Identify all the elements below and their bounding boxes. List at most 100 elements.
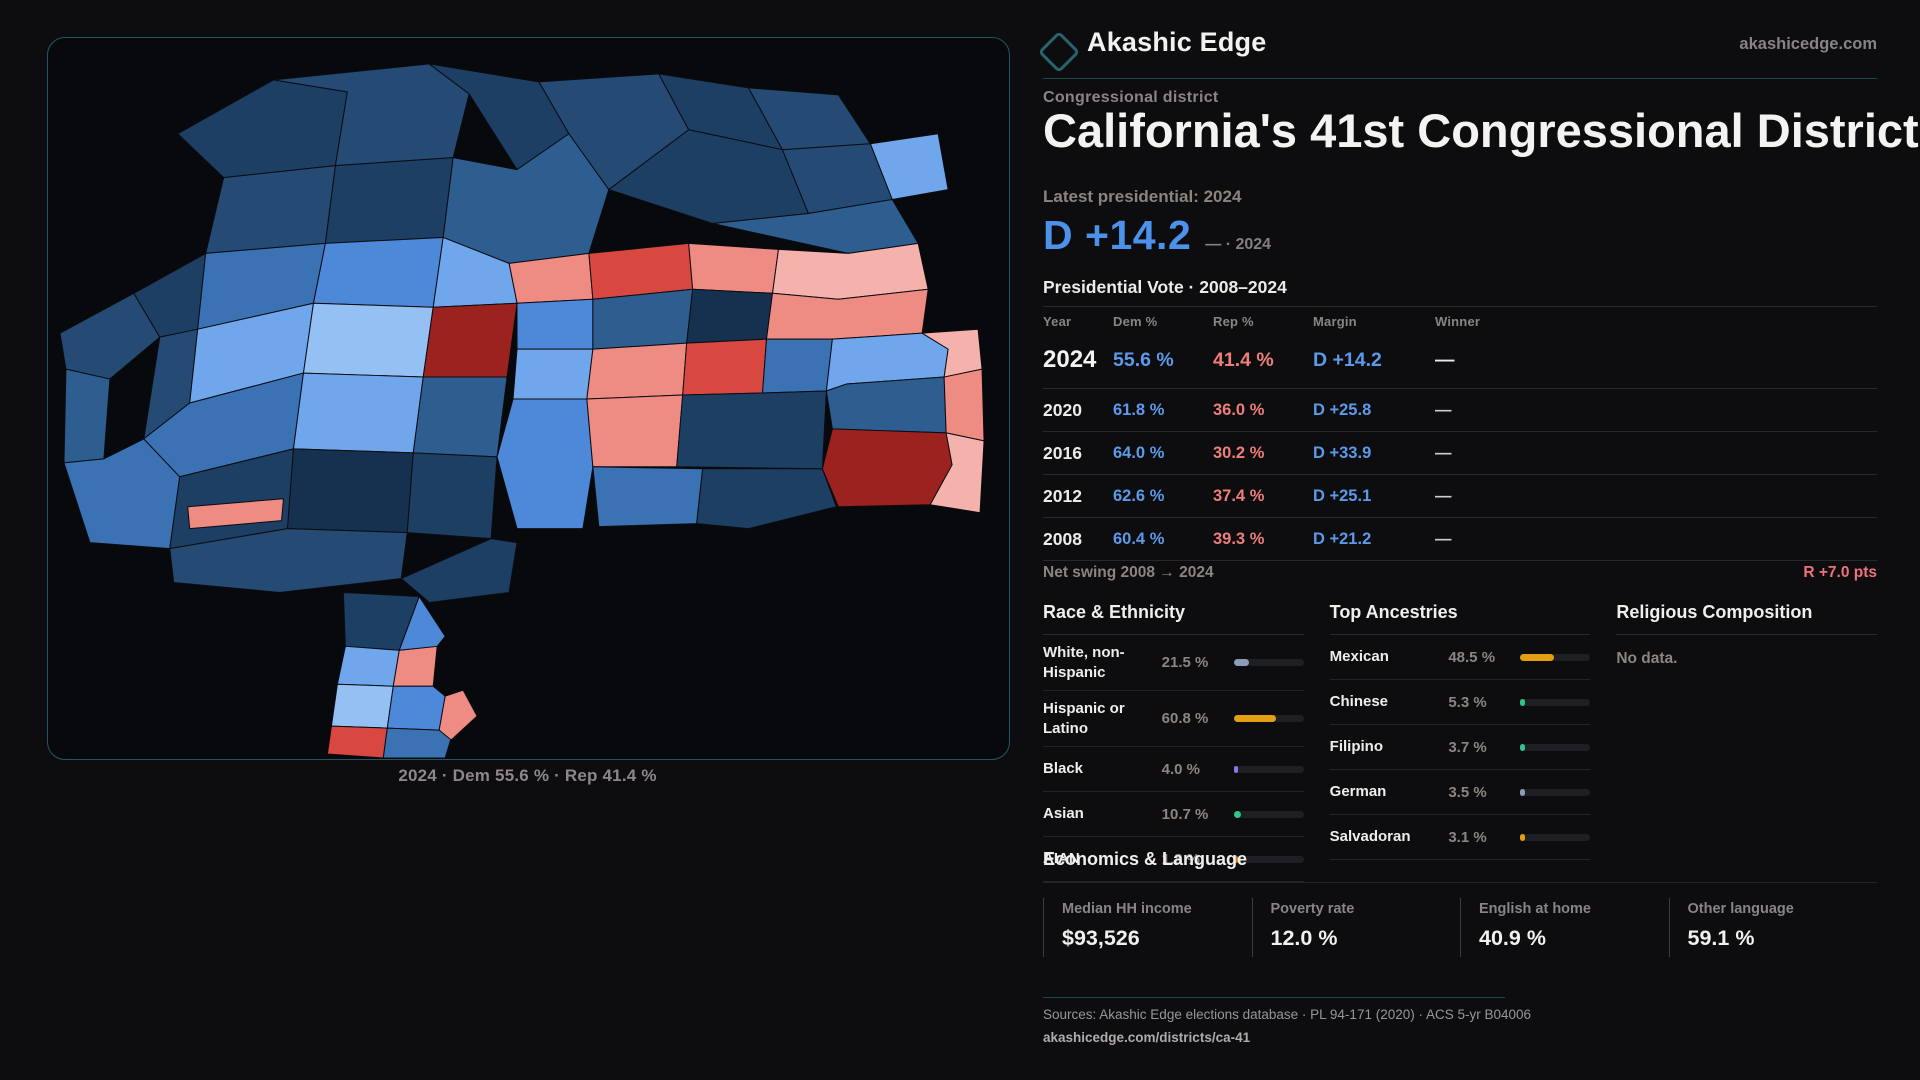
brand-domain-link[interactable]: akashicedge.com bbox=[1739, 35, 1877, 53]
vote-table-divider bbox=[1043, 306, 1877, 307]
map-precinct-cell[interactable] bbox=[187, 498, 285, 530]
map-precinct-cell[interactable] bbox=[63, 368, 111, 464]
map-precinct-cell[interactable] bbox=[762, 338, 833, 394]
map-precinct-cell[interactable] bbox=[406, 452, 498, 540]
map-precinct-cell[interactable] bbox=[943, 368, 985, 442]
stat-bar-fill bbox=[1233, 855, 1238, 863]
vote-cell-margin: D +25.1 bbox=[1313, 486, 1372, 505]
stat-bar-fill bbox=[1520, 698, 1525, 706]
stat-row: Mexican 48.5 % bbox=[1329, 635, 1591, 680]
map-precinct-cell[interactable] bbox=[592, 466, 704, 528]
religion-empty-text: No data. bbox=[1616, 650, 1678, 667]
map-precinct-cell[interactable] bbox=[292, 372, 424, 454]
stat-bar-fill bbox=[1520, 833, 1525, 841]
map-precinct-cell[interactable] bbox=[821, 428, 953, 508]
map-precinct-cell[interactable] bbox=[382, 727, 452, 759]
map-precinct-cell[interactable] bbox=[496, 398, 594, 530]
race-section: Race & Ethnicity White, non-Hispanic 21.5… bbox=[1043, 602, 1304, 882]
map-precinct-cell[interactable] bbox=[392, 645, 438, 687]
map-precinct-cell[interactable] bbox=[324, 157, 454, 244]
stat-row: Hispanic or Latino 60.8 % bbox=[1043, 691, 1304, 747]
map-precinct-cell[interactable] bbox=[676, 390, 827, 470]
vote-cell-year: 2024 bbox=[1043, 346, 1097, 373]
map-precinct-cell[interactable] bbox=[330, 683, 394, 729]
demographics-sections: Race & Ethnicity White, non-Hispanic 21.5… bbox=[1043, 602, 1877, 882]
economics-card: English at home 40.9 % bbox=[1460, 898, 1669, 957]
map-precinct-cell[interactable] bbox=[512, 348, 594, 400]
col-rep: Rep % bbox=[1213, 314, 1254, 329]
map-precinct-cell[interactable] bbox=[412, 376, 508, 458]
stat-label: Hispanic or Latino bbox=[1043, 700, 1125, 737]
footer-link[interactable]: akashicedge.com/districts/ca-41 bbox=[1043, 1030, 1251, 1045]
race-rows: White, non-Hispanic 21.5 % Hispanic or Lat… bbox=[1043, 635, 1304, 882]
stat-label: Filipino bbox=[1329, 738, 1383, 756]
latest-label: Latest presidential: 2024 bbox=[1043, 187, 1242, 206]
net-swing-label: Net swing 2008 → 2024 bbox=[1043, 564, 1214, 581]
map-precinct-cell[interactable] bbox=[586, 342, 688, 400]
stat-bar bbox=[1520, 788, 1591, 796]
col-margin: Margin bbox=[1313, 314, 1357, 329]
vote-row-2012: 2012 62.6 % 37.4 % D +25.1 — bbox=[1043, 474, 1877, 517]
vote-cell-year: 2016 bbox=[1043, 442, 1082, 463]
stat-bar-fill bbox=[1233, 765, 1238, 773]
vote-cell-year: 2012 bbox=[1043, 485, 1082, 506]
map-precinct-cell[interactable] bbox=[386, 685, 446, 731]
vote-table-header: Year Dem % Rep % Margin Winner bbox=[1043, 314, 1877, 329]
stat-row: Black 4.0 % bbox=[1043, 747, 1304, 792]
stat-value: 10.7 % bbox=[1161, 805, 1209, 823]
map-precinct-cell[interactable] bbox=[398, 595, 446, 651]
vote-row-2016: 2016 64.0 % 30.2 % D +33.9 — bbox=[1043, 431, 1877, 474]
net-swing-row: Net swing 2008 → 2024 R +7.0 pts bbox=[1043, 564, 1877, 582]
stat-bar-fill bbox=[1233, 715, 1277, 722]
map-precinct-cell[interactable] bbox=[312, 236, 444, 308]
stat-row: Filipino 3.7 % bbox=[1329, 725, 1591, 770]
map-precinct-cell[interactable] bbox=[205, 165, 336, 254]
map-precinct-cell[interactable] bbox=[400, 538, 518, 603]
brand-diamond-icon bbox=[1037, 30, 1081, 74]
map-precinct-cell[interactable] bbox=[825, 376, 947, 434]
district-map-svg[interactable] bbox=[48, 38, 1009, 759]
vote-cell-dem: 60.4 % bbox=[1113, 529, 1165, 548]
hero-margin-value: D +14.2 bbox=[1043, 212, 1192, 258]
map-precinct-cell[interactable] bbox=[422, 302, 518, 378]
map-precinct-cell[interactable] bbox=[682, 338, 768, 396]
stat-bar-fill bbox=[1233, 810, 1242, 818]
stat-bar bbox=[1233, 855, 1304, 863]
page-title: California's 41st Congressional District bbox=[1043, 104, 1919, 157]
map-precinct-cell[interactable] bbox=[59, 292, 161, 380]
stat-row: Chinese 5.3 % bbox=[1329, 680, 1591, 725]
ancestries-section: Top Ancestries Mexican 48.5 % Chinese 5.3 %… bbox=[1329, 602, 1591, 882]
vote-cell-dem: 62.6 % bbox=[1113, 486, 1165, 505]
vote-cell-winner: — bbox=[1435, 348, 1455, 371]
stat-label: White, non-Hispanic bbox=[1043, 644, 1125, 681]
map-precinct-cell[interactable] bbox=[177, 79, 348, 179]
stat-label: Mexican bbox=[1329, 648, 1389, 666]
vote-cell-winner: — bbox=[1435, 443, 1452, 462]
vote-cell-rep: 41.4 % bbox=[1213, 348, 1274, 371]
map-precinct-cell[interactable] bbox=[688, 242, 779, 294]
map-precinct-cell[interactable] bbox=[326, 725, 388, 759]
map-precinct-cell[interactable] bbox=[438, 689, 478, 741]
stat-label: Chinese bbox=[1329, 693, 1389, 711]
map-precinct-cell[interactable] bbox=[929, 432, 985, 514]
vote-cell-dem: 61.8 % bbox=[1113, 400, 1165, 419]
sources-text: Sources: Akashic Edge elections database… bbox=[1043, 1007, 1532, 1022]
map-precinct-cell[interactable] bbox=[336, 645, 400, 687]
map-caption: 2024 · Dem 55.6 % · Rep 41.4 % bbox=[398, 766, 657, 785]
vote-cell-margin: D +25.8 bbox=[1313, 400, 1372, 419]
religion-section-title: Religious Composition bbox=[1616, 602, 1877, 635]
economics-title: Economics & Language bbox=[1043, 849, 1248, 869]
map-precinct-cell[interactable] bbox=[592, 288, 694, 350]
stat-bar bbox=[1233, 715, 1304, 722]
map-precinct-cell[interactable] bbox=[586, 394, 684, 468]
map-precinct-cell[interactable] bbox=[302, 302, 434, 378]
vote-cell-margin: D +14.2 bbox=[1313, 348, 1382, 371]
map-precinct-cell[interactable] bbox=[287, 448, 414, 534]
map-precinct-cell[interactable] bbox=[696, 468, 837, 530]
header-divider bbox=[1043, 78, 1877, 79]
vote-row-2020: 2020 61.8 % 36.0 % D +25.8 — bbox=[1043, 388, 1877, 431]
stat-label: Salvadoran bbox=[1329, 828, 1411, 846]
map-precinct-cell[interactable] bbox=[516, 298, 594, 350]
map-precinct-cell[interactable] bbox=[686, 288, 773, 344]
